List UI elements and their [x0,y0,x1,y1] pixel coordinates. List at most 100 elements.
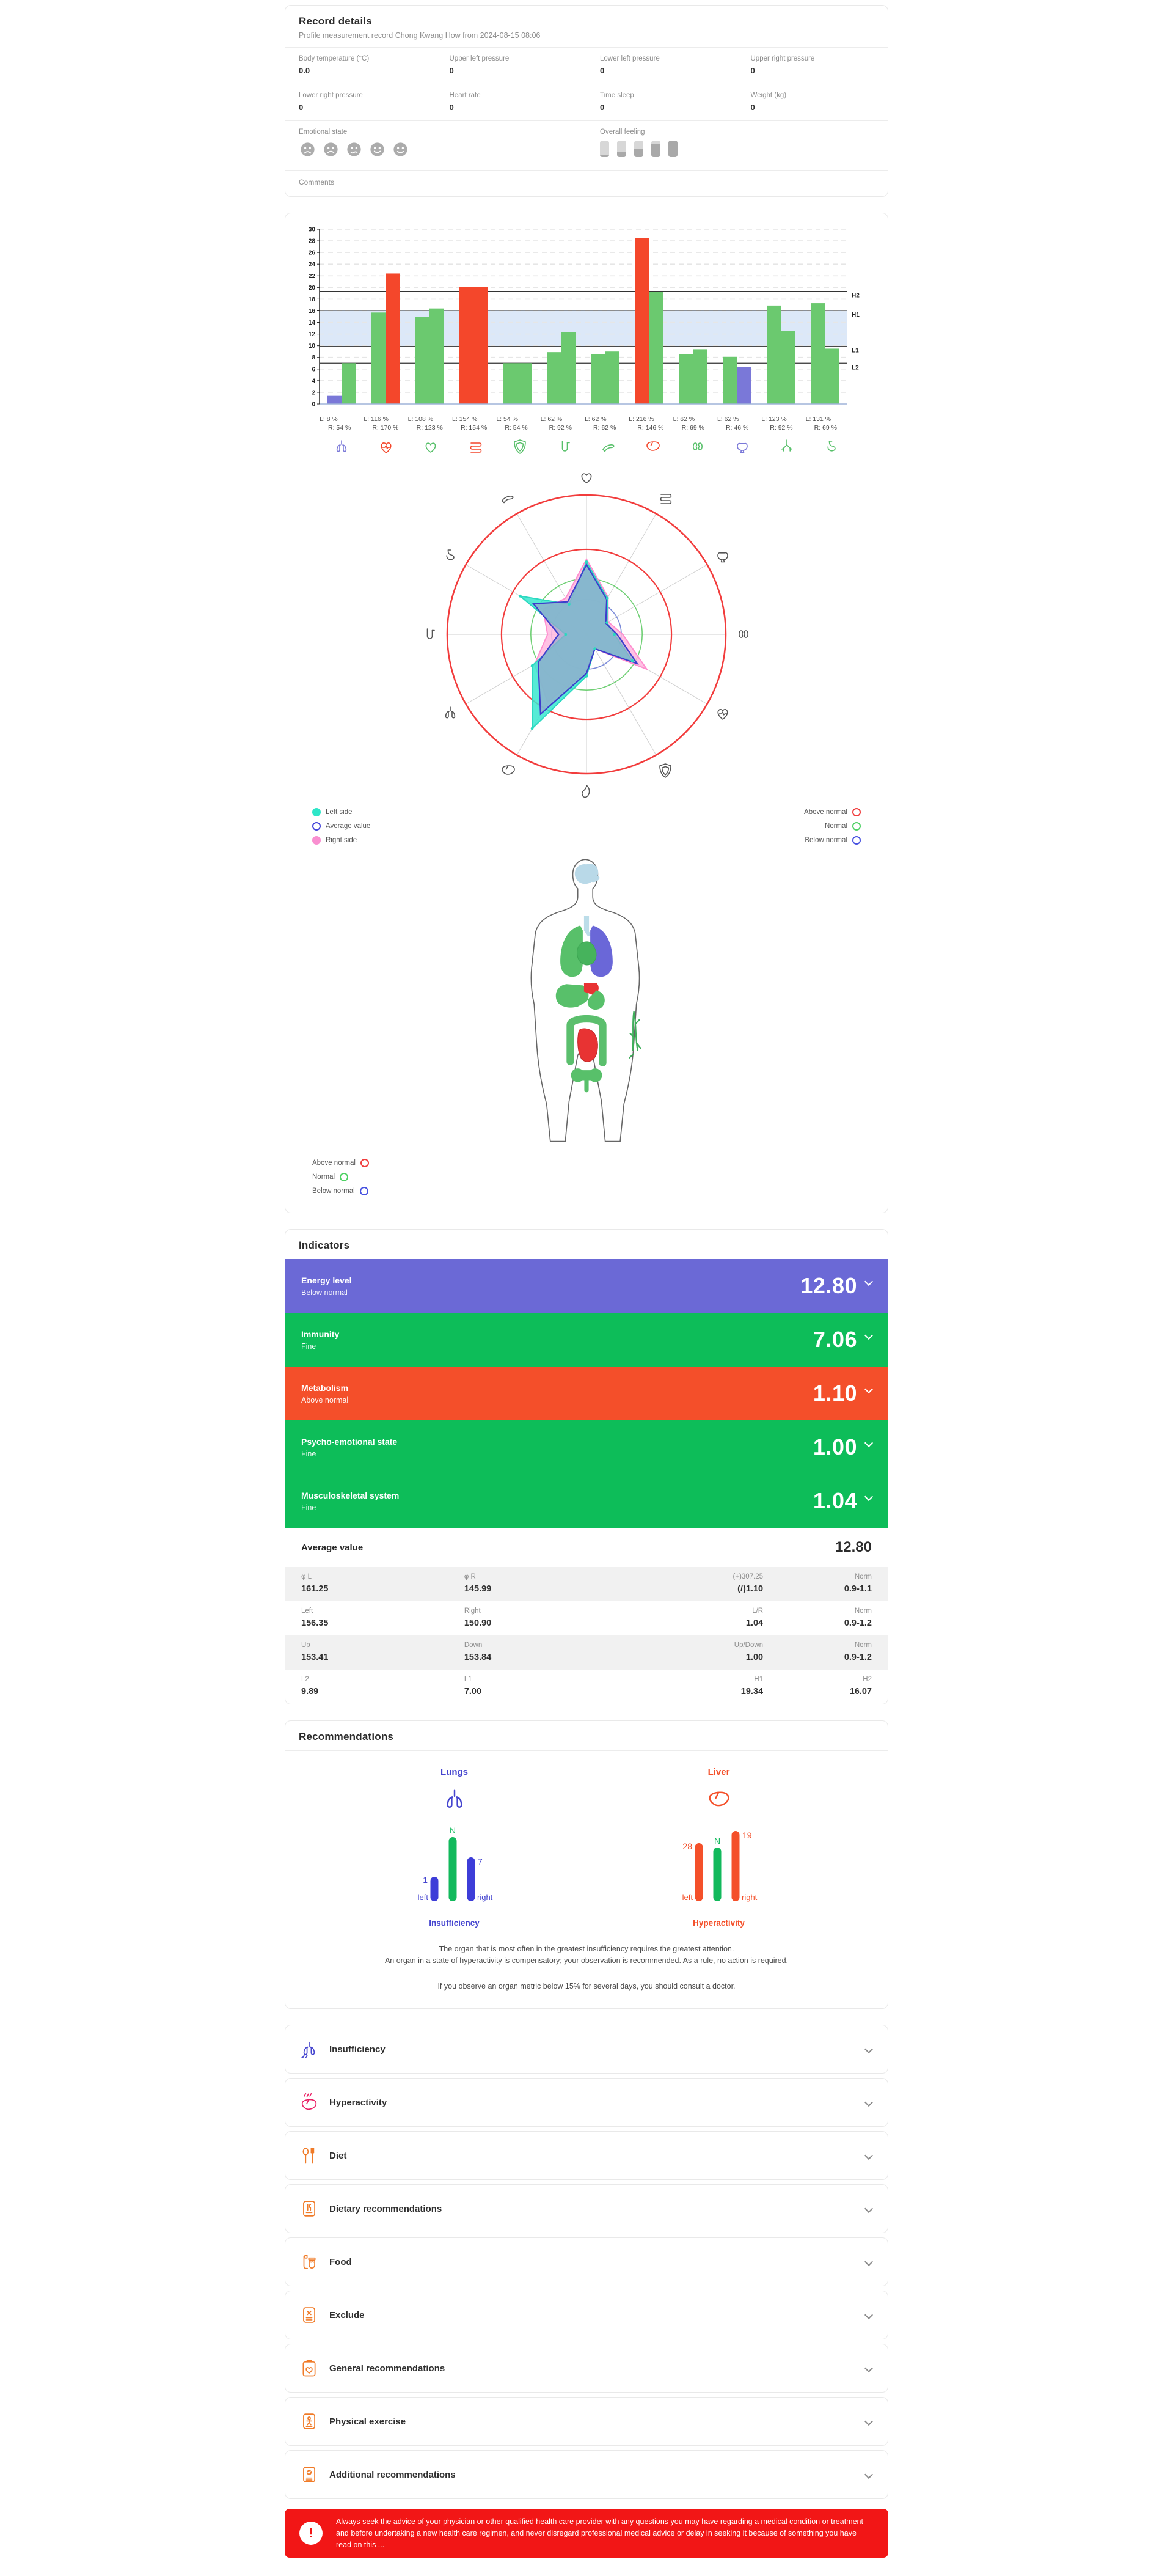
average-value-label: Average value [301,1542,364,1553]
radar-legends: Left side Average value Right side Above n… [298,805,875,851]
stomach-icon [809,438,853,456]
svg-text:20: 20 [309,285,316,292]
organs-radar-chart [298,463,875,805]
svg-text:28: 28 [309,238,316,245]
section-label: Additional recommendations [329,2469,456,2480]
section-insufficiency[interactable]: Insufficiency [285,2025,888,2074]
svg-text:6: 6 [312,366,315,373]
field-value: 0 [750,103,755,112]
radar-heartPulse-icon [714,704,732,725]
radar-kidneys-icon [734,625,753,647]
indicator-status: Below normal [301,1288,348,1297]
lungsDown-icon [299,2039,324,2060]
section-hyperactivity[interactable]: Hyperactivity [285,2078,888,2127]
field-label: Upper right pressure [750,55,815,62]
organ-percent-bronchi: L: 123 % R: 92 % [761,416,793,431]
indicator-row-psycho-emotional-state[interactable]: Psycho-emotional state Fine 1.00 [285,1420,888,1474]
indicator-row-energy-level[interactable]: Energy level Below normal 12.80 [285,1259,888,1313]
indicator-status: Fine [301,1449,316,1458]
record-field-6: Time sleep 0 [586,84,737,121]
body-diagram-legend: Above normal Normal Below normal [298,1155,875,1206]
svg-text:19: 19 [742,1830,752,1840]
stats-cell: L1 7.00 [464,1676,482,1697]
svg-text:left: left [682,1893,693,1902]
svg-text:30: 30 [309,227,316,233]
record-state-row: Emotional state Overall feeling [285,121,888,171]
section-label: Diet [329,2150,347,2161]
average-value: 12.80 [835,1539,872,1555]
heart-icon [409,438,453,456]
section-dietary-recommendations[interactable]: Dietary recommendations [285,2184,888,2234]
legend-dot-icon [852,822,861,831]
indicator-row-metabolism[interactable]: Metabolism Above normal 1.10 [285,1367,888,1420]
overall-feeling-cell: Overall feeling [586,121,888,171]
indicator-row-musculoskeletal-system[interactable]: Musculoskeletal system Fine 1.04 [285,1474,888,1528]
emotion-face-5-icon[interactable] [392,141,409,161]
stats-cell: L2 9.89 [301,1676,319,1697]
feeling-battery-2-icon[interactable] [617,141,626,157]
legend-item: Right side [312,836,370,845]
svg-text:24: 24 [309,262,316,268]
indicator-value: 1.10 [813,1381,857,1406]
disclaimer-text: Always seek the advice of your physician… [336,2517,863,2549]
organ-percent-lungs: L: 8 % R: 54 % [320,416,351,431]
stats-cell: Up/Down 1.00 [734,1642,764,1662]
organ-percent-immune-system: L: 54 % R: 54 % [496,416,528,431]
legend-dot-icon [852,808,861,816]
legend-item: Left side [312,808,370,816]
section-exclude[interactable]: Exclude [285,2291,888,2340]
feeling-battery-4-icon[interactable] [651,141,660,157]
record-field-4: Lower right pressure 0 [285,84,436,121]
record-field-5: Heart rate 0 [436,84,586,121]
section-physical-exercise[interactable]: Physical exercise [285,2397,888,2446]
organ-percent-bladder: L: 62 % R: 46 % [717,416,749,431]
liverUp-icon [299,2092,324,2113]
stats-table: φ L 161.25 φ R 145.99 (+)307.25 (/)1.10 Norm 0.… [285,1567,888,1704]
indicator-status: Above normal [301,1395,349,1404]
section-additional-recommendations[interactable]: Additional recommendations [285,2450,888,2500]
emotion-face-3-icon[interactable] [345,141,363,161]
comments-field[interactable]: Comments [299,178,335,186]
organ-status: Hyperactivity [693,1918,745,1928]
field-label: Lower right pressure [299,92,363,99]
organ-status: Insufficiency [429,1918,480,1928]
radar-spleen-icon [577,782,596,804]
svg-text:7: 7 [478,1857,483,1866]
chevron-down-icon [864,2151,874,2160]
section-label: General recommendations [329,2363,445,2374]
emotional-state-label: Emotional state [299,128,348,136]
field-label: Heart rate [449,92,481,99]
section-general-recommendations[interactable]: General recommendations [285,2344,888,2393]
feeling-battery-3-icon[interactable] [634,141,643,157]
overall-feeling-batteries[interactable] [600,141,874,157]
svg-text:26: 26 [309,250,316,257]
emotion-face-2-icon[interactable] [322,141,340,161]
recommendations-card: Recommendations Lungs 1 N 7 left right Insuffi… [285,1720,888,2009]
legend-dot-icon [312,808,321,816]
overall-feeling-label: Overall feeling [600,128,645,136]
stats-cell: H1 19.34 [740,1676,764,1697]
emotional-state-cell: Emotional state [285,121,586,171]
lungs-icon [440,1786,469,1817]
indicator-row-immunity[interactable]: Immunity Fine 7.06 [285,1313,888,1367]
stats-row-2: Left 156.35 Right 150.90 L/R 1.04 Norm 0.9-1.2 [285,1601,888,1635]
legend-item: Average value [312,822,370,831]
organs-icon-row [320,438,853,456]
feeling-battery-1-icon[interactable] [600,141,609,157]
feeling-battery-5-icon[interactable] [668,141,678,157]
svg-text:right: right [742,1893,758,1902]
section-label: Dietary recommendations [329,2203,442,2214]
svg-text:N: N [449,1826,455,1835]
section-food[interactable]: Food [285,2237,888,2287]
field-value: 0 [750,66,755,75]
emotion-face-4-icon[interactable] [368,141,386,161]
record-details-subtitle: Profile measurement record Chong Kwang H… [299,31,541,40]
organ-percent-colon: L: 62 % R: 92 % [540,416,572,431]
docCheck-icon [299,2464,324,2485]
radar-lungs-icon [441,704,459,725]
section-diet[interactable]: Diet [285,2131,888,2181]
legend-dot-icon [360,1159,369,1167]
emotion-face-1-icon[interactable] [299,141,316,161]
emotional-state-faces[interactable] [299,141,572,161]
record-fields-grid: Body temperature (°C) 0.0 Upper left press… [285,47,888,121]
